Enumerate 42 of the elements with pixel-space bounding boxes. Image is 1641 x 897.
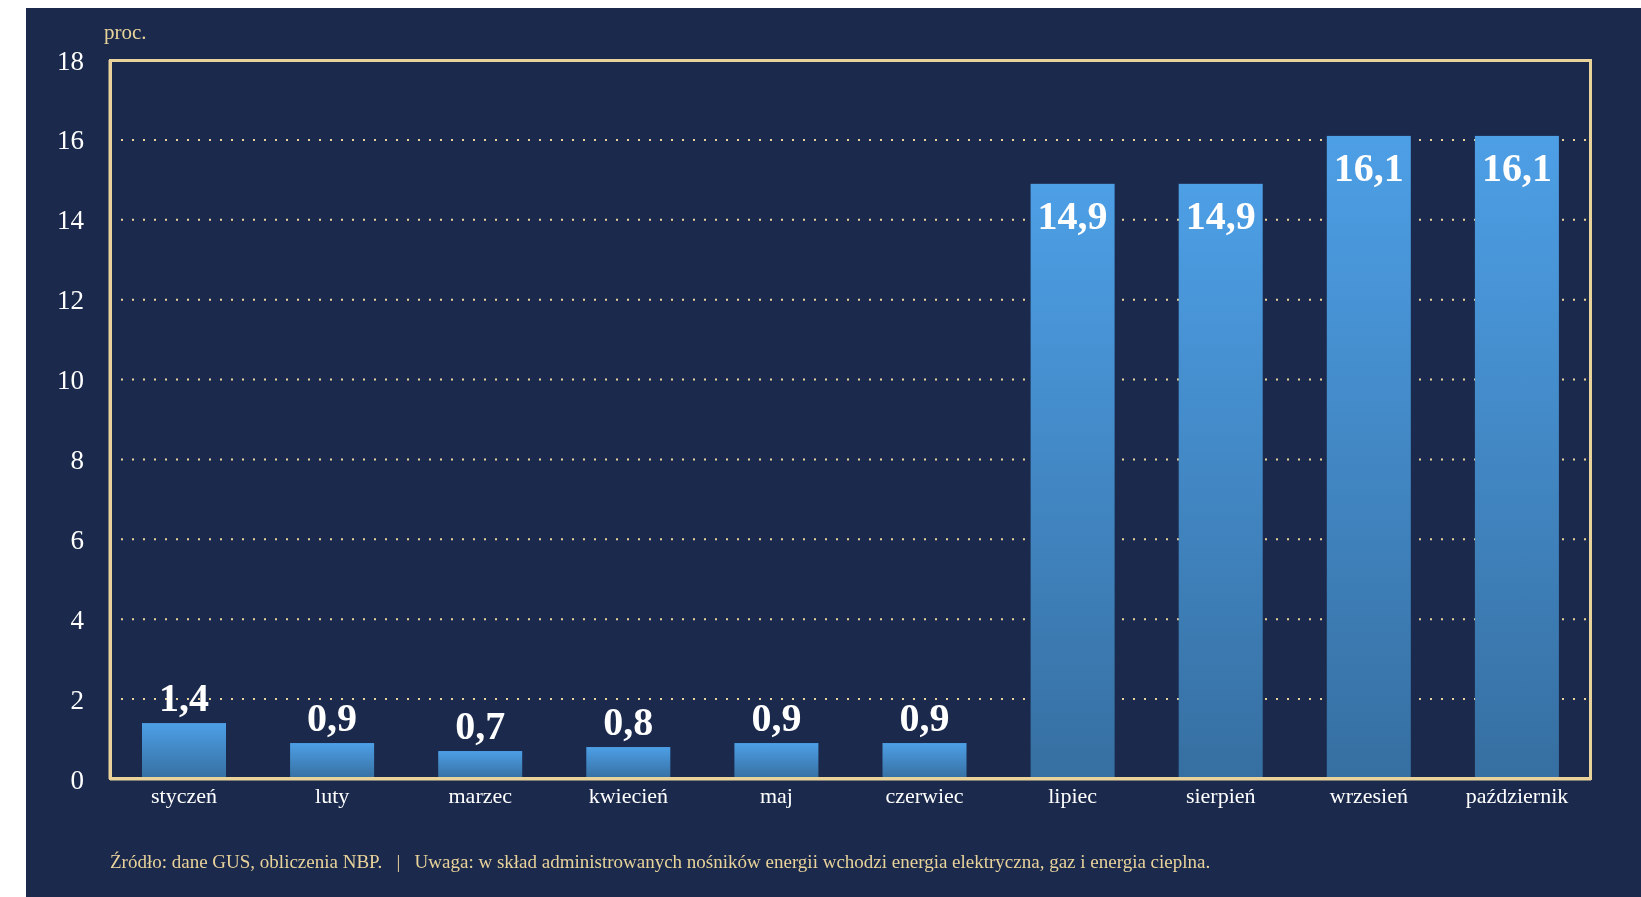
bar [290,743,375,779]
y-tick-label: 4 [70,604,85,635]
y-tick-label: 0 [70,764,84,795]
y-tick-label: 6 [70,524,84,555]
x-tick-label: wrzesień [1329,782,1408,808]
y-tick-label: 10 [57,365,84,396]
x-tick-label: sierpień [1185,782,1256,808]
data-label: 14,9 [1037,192,1108,238]
bar [1474,135,1559,779]
y-tick-label: 2 [70,684,84,715]
x-tick-label: luty [315,782,350,808]
bar [1178,183,1263,779]
data-label: 16,1 [1481,144,1552,190]
y-tick-label: 18 [57,45,84,76]
data-label: 14,9 [1185,192,1256,238]
data-label: 16,1 [1333,144,1404,190]
data-label: 0,9 [751,695,802,741]
x-tick-label: październik [1465,782,1569,808]
x-tick-label: lipiec [1048,782,1098,808]
bar [142,723,226,779]
bar [438,751,523,779]
data-label: 0,9 [307,695,358,741]
y-axis-title: proc. [104,20,147,45]
x-tick-label: marzec [448,782,513,808]
data-label: 1,4 [159,675,209,721]
bar [1326,135,1411,779]
bar [734,743,819,779]
bar [586,747,671,779]
x-tick-label: styczeń [151,782,218,808]
x-tick-label: czerwiec [885,782,964,808]
bar [882,743,967,779]
x-tick-label: maj [759,782,793,808]
data-label: 0,7 [455,703,506,749]
y-tick-label: 8 [70,445,84,476]
y-tick-label: 16 [57,125,84,156]
data-label: 0,9 [899,695,950,741]
x-tick-label: kwiecień [588,782,669,808]
y-tick-label: 12 [57,285,84,316]
data-label: 0,8 [603,699,654,745]
text: Źródło: dane GUS, obliczenia NBP. | Uwaga: w skład administrowanych nośników energii wchodzi energia elektryczna, gaz i energia cieplna. [110,851,1211,873]
y-tick-label: 14 [57,205,85,236]
bar [1030,183,1115,779]
